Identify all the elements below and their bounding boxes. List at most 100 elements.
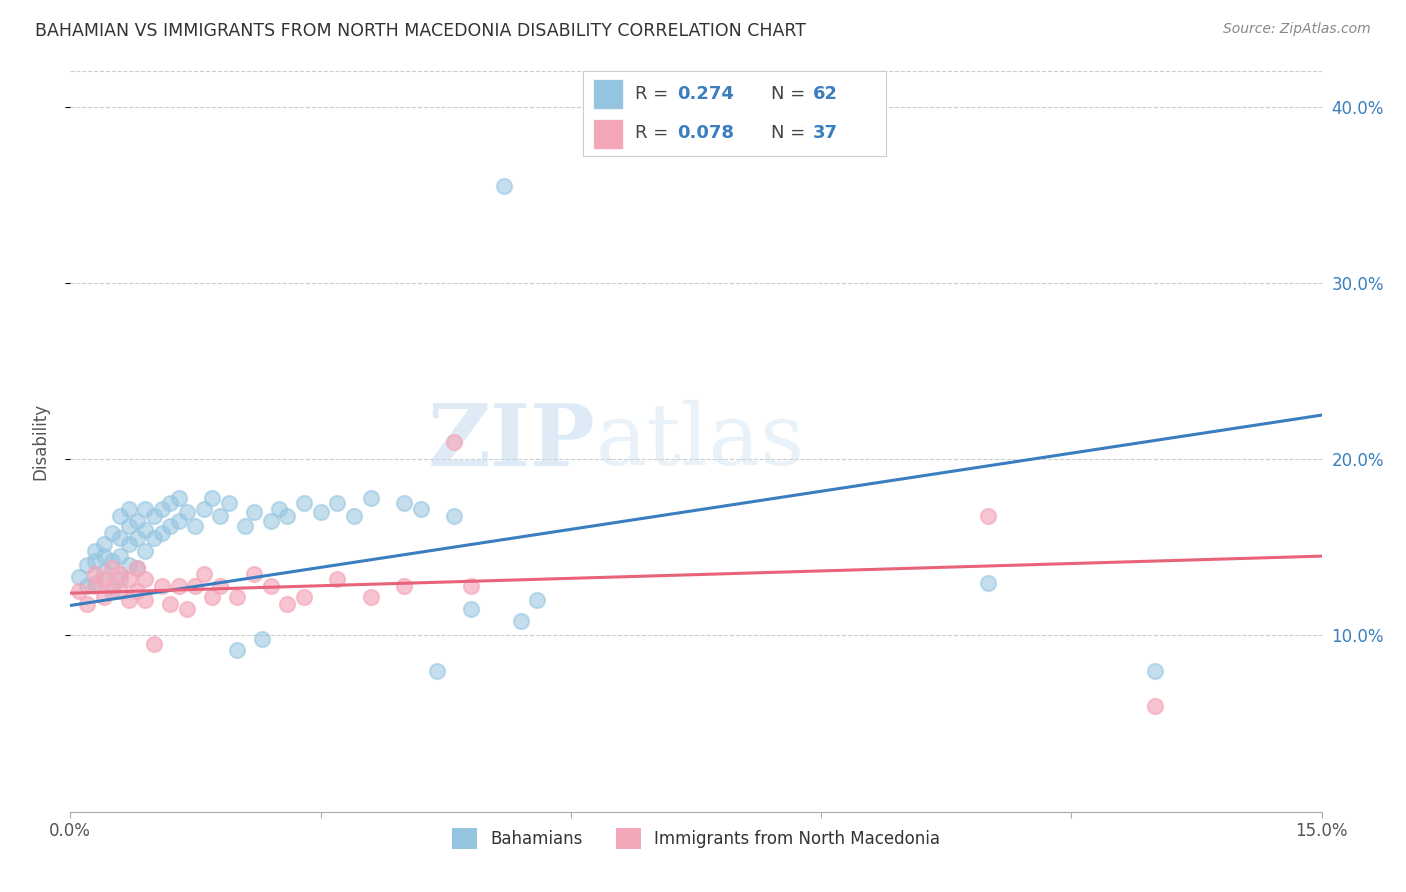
Point bbox=[1143, 664, 1166, 678]
Point bbox=[443, 508, 465, 523]
Text: N =: N = bbox=[770, 124, 811, 142]
Point bbox=[125, 561, 148, 575]
Text: R =: R = bbox=[636, 86, 673, 103]
Bar bbox=[592, 79, 623, 110]
Point bbox=[167, 579, 190, 593]
Point bbox=[101, 561, 124, 575]
Point bbox=[509, 615, 531, 629]
Point bbox=[110, 508, 132, 523]
Text: 37: 37 bbox=[813, 124, 838, 142]
Legend: Bahamians, Immigrants from North Macedonia: Bahamians, Immigrants from North Macedon… bbox=[446, 822, 946, 855]
Point bbox=[93, 572, 115, 586]
Point bbox=[110, 549, 132, 563]
Point bbox=[118, 593, 141, 607]
Point bbox=[159, 519, 181, 533]
Point bbox=[93, 537, 115, 551]
Point bbox=[250, 632, 273, 646]
Point bbox=[142, 637, 165, 651]
Point bbox=[101, 584, 124, 599]
Point bbox=[184, 519, 207, 533]
Point bbox=[193, 566, 215, 581]
Point bbox=[226, 590, 249, 604]
Text: ZIP: ZIP bbox=[427, 400, 596, 483]
Point bbox=[101, 526, 124, 541]
Text: R =: R = bbox=[636, 124, 673, 142]
Point bbox=[84, 554, 107, 568]
Point bbox=[84, 579, 107, 593]
Point bbox=[460, 579, 482, 593]
Point bbox=[326, 572, 349, 586]
Bar bbox=[592, 119, 623, 149]
Point bbox=[176, 505, 198, 519]
Point bbox=[201, 491, 224, 505]
Point bbox=[101, 554, 124, 568]
Point bbox=[93, 565, 115, 579]
Point bbox=[167, 514, 190, 528]
Point bbox=[118, 572, 141, 586]
Point bbox=[292, 590, 315, 604]
Point bbox=[167, 491, 190, 505]
Point bbox=[184, 579, 207, 593]
Point bbox=[150, 501, 173, 516]
Point bbox=[118, 558, 141, 572]
Point bbox=[134, 501, 156, 516]
Text: 62: 62 bbox=[813, 86, 838, 103]
Point bbox=[125, 514, 148, 528]
Point bbox=[343, 508, 366, 523]
Point bbox=[125, 532, 148, 546]
Point bbox=[326, 496, 349, 510]
Point bbox=[243, 505, 266, 519]
Point bbox=[201, 590, 224, 604]
Point bbox=[460, 602, 482, 616]
Point bbox=[76, 597, 98, 611]
Point bbox=[134, 523, 156, 537]
Point bbox=[392, 579, 415, 593]
Point bbox=[426, 664, 449, 678]
Point bbox=[118, 501, 141, 516]
Point bbox=[209, 579, 232, 593]
Point bbox=[276, 597, 298, 611]
Point bbox=[125, 584, 148, 599]
Text: 0.274: 0.274 bbox=[678, 86, 734, 103]
Point bbox=[392, 496, 415, 510]
Point bbox=[150, 526, 173, 541]
Point bbox=[134, 593, 156, 607]
Point bbox=[235, 519, 257, 533]
Point bbox=[110, 584, 132, 599]
Point bbox=[110, 532, 132, 546]
Point bbox=[176, 602, 198, 616]
Point bbox=[276, 508, 298, 523]
Point bbox=[267, 501, 290, 516]
Point bbox=[977, 575, 1000, 590]
Point bbox=[259, 579, 281, 593]
Point bbox=[150, 579, 173, 593]
Point bbox=[292, 496, 315, 510]
Text: BAHAMIAN VS IMMIGRANTS FROM NORTH MACEDONIA DISABILITY CORRELATION CHART: BAHAMIAN VS IMMIGRANTS FROM NORTH MACEDO… bbox=[35, 22, 806, 40]
Point bbox=[226, 642, 249, 657]
Point bbox=[125, 561, 148, 575]
Point bbox=[134, 544, 156, 558]
Point bbox=[76, 558, 98, 572]
Point bbox=[84, 566, 107, 581]
Point bbox=[1143, 698, 1166, 713]
Point bbox=[67, 584, 90, 599]
Point bbox=[977, 508, 1000, 523]
Text: atlas: atlas bbox=[596, 400, 806, 483]
Y-axis label: Disability: Disability bbox=[31, 403, 49, 480]
Point bbox=[309, 505, 332, 519]
Point bbox=[494, 178, 516, 193]
Point bbox=[159, 597, 181, 611]
Point bbox=[76, 579, 98, 593]
Point bbox=[67, 570, 90, 584]
Text: Source: ZipAtlas.com: Source: ZipAtlas.com bbox=[1223, 22, 1371, 37]
Point bbox=[409, 501, 432, 516]
Point bbox=[134, 572, 156, 586]
Point bbox=[84, 544, 107, 558]
Point bbox=[360, 491, 382, 505]
Point bbox=[142, 508, 165, 523]
Point bbox=[159, 496, 181, 510]
Text: 0.078: 0.078 bbox=[678, 124, 734, 142]
Point bbox=[360, 590, 382, 604]
Point bbox=[110, 572, 132, 586]
Point bbox=[118, 519, 141, 533]
